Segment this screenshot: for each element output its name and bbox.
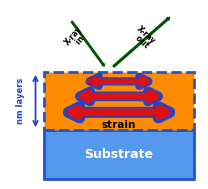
FancyArrowPatch shape — [71, 21, 104, 66]
Text: Substrate: Substrate — [84, 148, 154, 161]
Bar — [44, 130, 194, 179]
Text: X-ray
 out: X-ray out — [129, 24, 157, 52]
FancyArrowPatch shape — [113, 18, 170, 67]
Bar — [44, 72, 194, 130]
Text: nm layers: nm layers — [16, 78, 25, 124]
Text: strain: strain — [102, 120, 136, 130]
Text: X-ray
 in: X-ray in — [63, 24, 90, 52]
